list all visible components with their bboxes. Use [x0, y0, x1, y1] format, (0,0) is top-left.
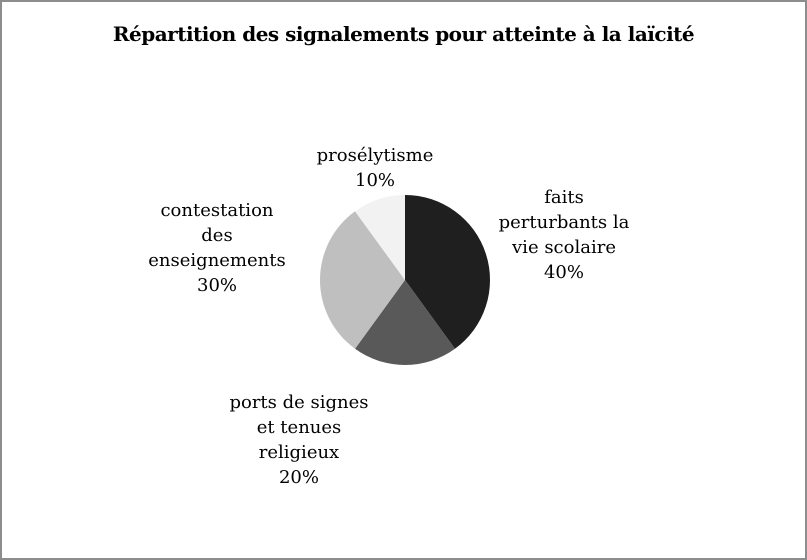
chart-title: Répartition des signalements pour attein… — [112, 22, 695, 46]
pie-slice-0 — [405, 195, 491, 349]
pie-slice-3 — [355, 195, 405, 280]
pie-label-contestation: contestation des enseignements 30% — [148, 200, 286, 296]
pie-label-proselytisme: prosélytisme 10% — [316, 145, 434, 191]
pie-label-faits-perturbants: faits perturbants la vie scolaire 40% — [498, 187, 630, 283]
pie-slice-2 — [319, 211, 405, 349]
pie-slice-1 — [355, 280, 455, 366]
pie-label-ports-de-signes: ports de signes et tenues religieux 20% — [229, 392, 369, 488]
